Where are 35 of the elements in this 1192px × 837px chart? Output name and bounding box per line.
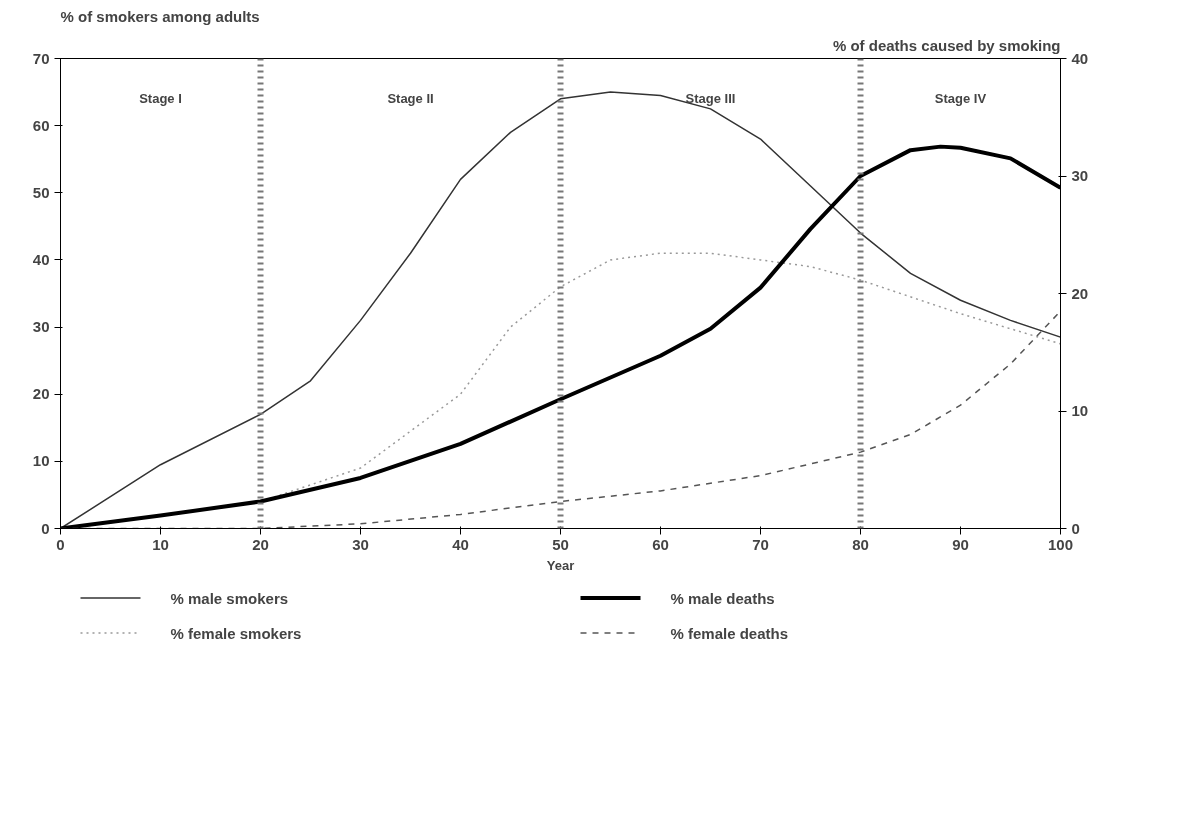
y-tick-label: 30 <box>32 318 50 336</box>
x-tick-label: 20 <box>252 535 269 553</box>
y2-tick-label: 10 <box>1071 402 1089 419</box>
y-tick-label: 0 <box>41 519 50 537</box>
annotation: Stage I <box>139 90 182 106</box>
y-tick-label: 60 <box>32 116 50 134</box>
y-tick-label: 40 <box>32 250 50 268</box>
x-tick-label: 10 <box>152 535 169 553</box>
annotation: Stage II <box>387 90 434 106</box>
x-tick-label: 50 <box>552 535 569 553</box>
x-tick-label: 30 <box>352 535 369 553</box>
y2-tick-label: 40 <box>1071 49 1089 67</box>
x-tick-label: 90 <box>952 535 969 553</box>
y2-tick-label: 0 <box>1071 519 1080 537</box>
y-tick-label: 70 <box>32 49 50 67</box>
legend-label: % male deaths <box>670 589 775 607</box>
annotation: Stage III <box>685 90 736 106</box>
y-tick-label: 20 <box>32 385 50 403</box>
x-tick-label: 60 <box>652 535 669 553</box>
legend-label: % female smokers <box>170 624 302 642</box>
y2-tick-label: 20 <box>1071 284 1089 302</box>
x-tick-label: 80 <box>852 535 869 553</box>
x-tick-label: 40 <box>452 535 469 553</box>
x-axis-title: Year <box>546 557 575 573</box>
x-tick-label: 0 <box>56 535 65 553</box>
legend-label: % male smokers <box>170 589 289 607</box>
x-tick-label: 100 <box>1047 535 1074 553</box>
x-tick-label: 70 <box>752 535 769 553</box>
y2-tick-label: 30 <box>1071 167 1089 184</box>
y-tick-label: 10 <box>32 452 50 470</box>
annotation: Stage IV <box>934 90 987 106</box>
legend-label: % female deaths <box>670 624 789 642</box>
y2-axis-title: % of deaths caused by smoking <box>832 36 1061 54</box>
y-tick-label: 50 <box>32 183 50 201</box>
y-axis-title: % of smokers among adults <box>60 7 260 25</box>
